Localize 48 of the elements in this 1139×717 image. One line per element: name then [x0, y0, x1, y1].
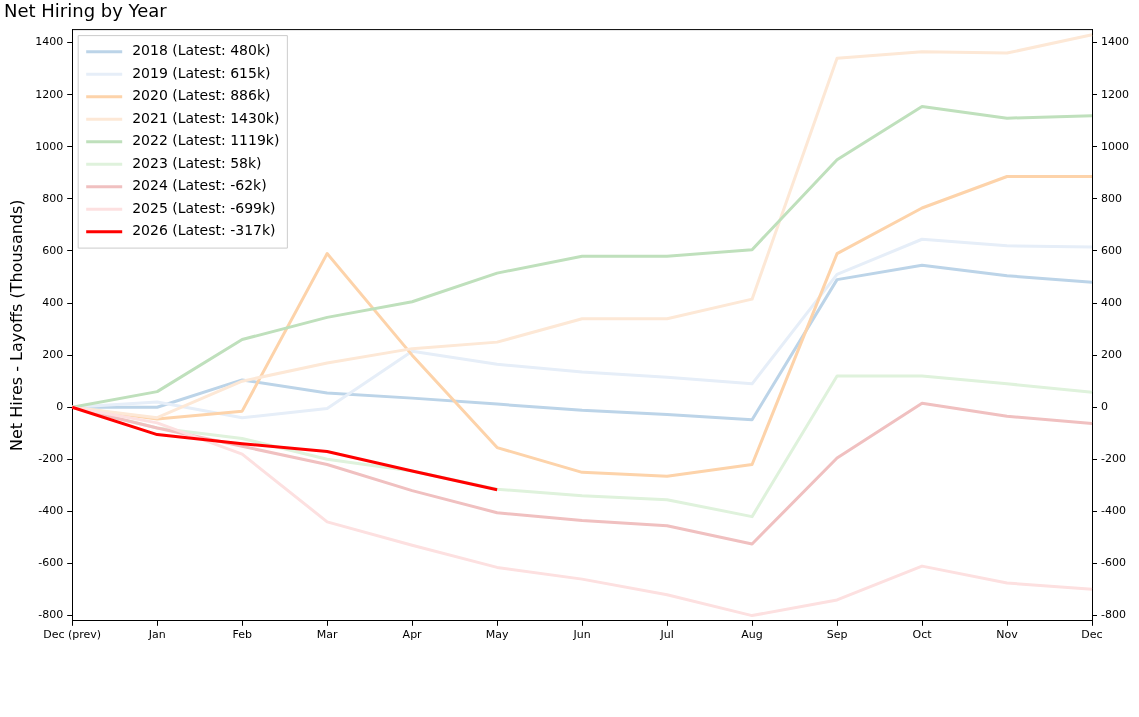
legend-label: 2019 (Latest: 615k) — [132, 64, 271, 81]
legend-label: 2020 (Latest: 886k) — [132, 87, 271, 104]
y-tick-label: 1200 — [35, 87, 64, 101]
x-tick-label: Oct — [912, 628, 933, 642]
x-tick-label: Aug — [741, 628, 763, 642]
y2-tick-label: -600 — [1101, 556, 1126, 570]
y2-tick-label: -800 — [1101, 608, 1126, 622]
y-tick-label: -800 — [38, 608, 64, 622]
y-tick-label: 800 — [42, 191, 64, 205]
y2-tick-label: 200 — [1101, 348, 1123, 362]
y2-tick-label: 400 — [1101, 295, 1123, 309]
x-tick-label: Jun — [572, 628, 591, 642]
y2-tick-label: -200 — [1101, 452, 1126, 466]
y-tick-label: 0 — [56, 400, 64, 414]
y-axis-title: Net Hires - Layoffs (Thousands) — [6, 199, 26, 451]
x-tick-label: Dec — [1081, 628, 1103, 642]
y-tick-label: 200 — [42, 348, 64, 362]
legend-label: 2025 (Latest: -699k) — [132, 199, 276, 216]
legend-label: 2021 (Latest: 1430k) — [132, 109, 280, 126]
x-tick-label: Feb — [232, 628, 252, 642]
x-tick-label: Dec (prev) — [43, 628, 102, 642]
x-tick-label: Jul — [659, 628, 674, 642]
legend-label: 2024 (Latest: -62k) — [132, 177, 267, 194]
legend-label: 2022 (Latest: 1119k) — [132, 132, 280, 149]
x-tick-label: Jan — [147, 628, 166, 642]
x-tick-label: Mar — [316, 628, 338, 642]
y-tick-label: 1000 — [35, 139, 64, 153]
x-tick-label: May — [485, 628, 509, 642]
y2-tick-label: -400 — [1101, 504, 1126, 518]
y2-tick-label: 0 — [1101, 400, 1109, 414]
y-tick-label: -200 — [38, 452, 64, 466]
legend-label: 2023 (Latest: 58k) — [132, 154, 262, 171]
y-tick-label: -400 — [38, 504, 64, 518]
x-tick-label: Apr — [402, 628, 423, 642]
chart-title: Net Hiring by Year — [4, 0, 168, 22]
y2-tick-label: 1400 — [1101, 35, 1130, 49]
y2-tick-label: 600 — [1101, 243, 1123, 257]
y-tick-label: 1400 — [35, 35, 64, 49]
y-tick-label: 400 — [42, 295, 64, 309]
y-tick-label: 600 — [42, 243, 64, 257]
y2-tick-label: 1200 — [1101, 87, 1130, 101]
y-tick-label: -600 — [38, 556, 64, 570]
y2-tick-label: 1000 — [1101, 139, 1130, 153]
legend-label: 2026 (Latest: -317k) — [132, 222, 276, 239]
x-tick-label: Nov — [996, 628, 1019, 642]
x-tick-label: Sep — [826, 628, 848, 642]
y2-tick-label: 800 — [1101, 191, 1123, 205]
legend-label: 2018 (Latest: 480k) — [132, 42, 271, 59]
